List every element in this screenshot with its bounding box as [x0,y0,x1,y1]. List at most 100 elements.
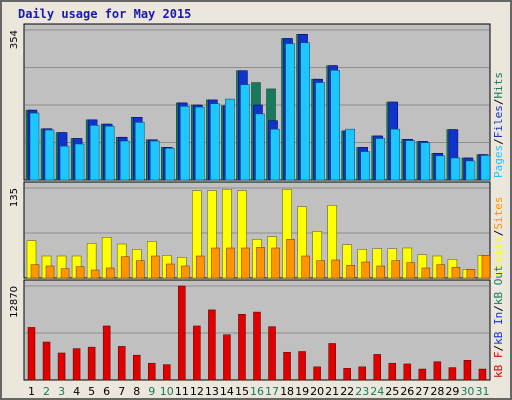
bar-sites-day-12 [196,255,205,279]
bar-pages-day-3 [59,145,70,181]
x-tick-label: 7 [118,385,125,398]
bar-sites-day-11 [181,265,190,279]
bar-pages-day-6 [104,125,115,181]
bar-pages-day-10 [165,147,175,181]
legend-entry: / [492,230,505,237]
bar-sites-day-29 [451,267,461,279]
bar-sites-day-9 [151,255,160,279]
x-tick-label: 11 [175,385,189,398]
x-tick-label: 1 [28,385,35,398]
bar-kbf-day-3 [57,352,66,381]
middle-ymax-label: 135 [9,188,20,207]
bar-sites-day-25 [391,260,401,279]
bar-pages-day-29 [450,157,461,181]
bar-sites-day-26 [406,262,416,279]
x-tick-label: 17 [265,385,279,398]
bar-kbf-day-22 [343,368,351,381]
bar-sites-day-24 [376,265,385,279]
bar-sites-day-1 [30,264,40,279]
bar-kbf-day-24 [373,354,381,381]
middle-legend: Visits/Sites [492,197,505,277]
x-tick-label: 31 [475,385,489,398]
x-tick-label: 19 [295,385,309,398]
bar-pages-day-22 [345,128,355,181]
bar-pages-day-11 [180,106,190,181]
top-legend: Pages/Files/Hits [492,72,505,178]
bar-kbf-day-14 [223,334,231,381]
bar-sites-day-31 [481,255,491,279]
bar-sites-day-21 [331,259,340,279]
bar-pages-day-18 [285,43,295,181]
bar-kbf-day-15 [238,314,246,381]
bar-sites-day-13 [211,247,220,279]
legend-entry: Files [492,105,505,138]
bar-pages-day-27 [420,142,431,181]
bar-pages-day-2 [44,129,55,181]
bar-kbf-day-9 [148,362,156,381]
x-tick-label: 25 [385,385,399,398]
bar-pages-day-4 [74,143,85,181]
bar-pages-day-31 [480,155,491,181]
bar-pages-day-25 [390,128,401,181]
bar-kbf-day-5 [87,346,96,381]
bar-pages-day-8 [134,122,145,181]
bar-sites-day-28 [436,264,446,279]
x-tick-label: 24 [370,385,384,398]
bottom-ymax-label: 12870 [9,286,20,318]
bar-pages-day-16 [255,113,265,181]
x-tick-label: 29 [445,385,459,398]
bar-pages-day-26 [405,140,416,181]
legend-entry: Hits [492,72,505,99]
bar-sites-day-17 [271,247,280,279]
bar-kbf-day-17 [268,326,276,381]
x-tick-label: 6 [103,385,110,398]
bar-kbf-day-16 [253,311,261,381]
bar-sites-day-10 [166,263,175,279]
x-tick-label: 4 [73,385,80,398]
bar-kbf-day-2 [42,341,51,381]
bar-kbf-day-1 [27,327,36,381]
bar-kbf-day-28 [433,361,442,381]
bar-kbf-day-30 [463,360,472,381]
bar-kbf-day-7 [117,346,126,381]
x-tick-label: 30 [460,385,474,398]
bar-sites-day-2 [45,265,55,279]
x-tick-label: 28 [430,385,444,398]
x-tick-label: 26 [400,385,414,398]
bar-kbf-day-26 [403,363,412,381]
x-tick-label: 23 [355,385,369,398]
x-tick-label: 22 [340,385,354,398]
bar-pages-day-9 [150,140,160,181]
bar-sites-day-19 [301,255,310,279]
x-tick-label: 5 [88,385,95,398]
bar-pages-day-20 [315,82,325,181]
bar-pages-day-19 [300,42,310,181]
legend-entry: kB F [492,352,505,379]
bar-sites-day-7 [120,256,130,279]
x-tick-label: 10 [160,385,174,398]
bar-pages-day-14 [225,98,235,181]
bar-pages-day-24 [375,138,385,181]
top-ymax-label: 354 [9,30,20,49]
x-tick-label: 27 [415,385,429,398]
bar-kbf-day-21 [328,343,336,381]
bar-sites-day-23 [361,261,370,279]
legend-entry: kB Out [492,265,505,305]
bar-kbf-day-4 [72,348,81,381]
bar-kbf-day-18 [283,351,291,381]
bar-kbf-day-19 [298,351,306,381]
bar-pages-day-23 [360,151,370,181]
legend-entry: / [492,345,505,352]
bar-kbf-day-20 [313,366,321,381]
x-tick-label: 14 [220,385,234,398]
legend-entry: Pages [492,145,505,178]
bar-pages-day-28 [435,155,446,181]
bar-kbf-day-27 [418,368,427,381]
x-tick-label: 2 [43,385,50,398]
bar-sites-day-5 [90,269,100,279]
legend-entry: Visits [492,236,505,276]
bar-kbf-day-6 [102,325,111,381]
bar-pages-day-17 [270,128,280,181]
